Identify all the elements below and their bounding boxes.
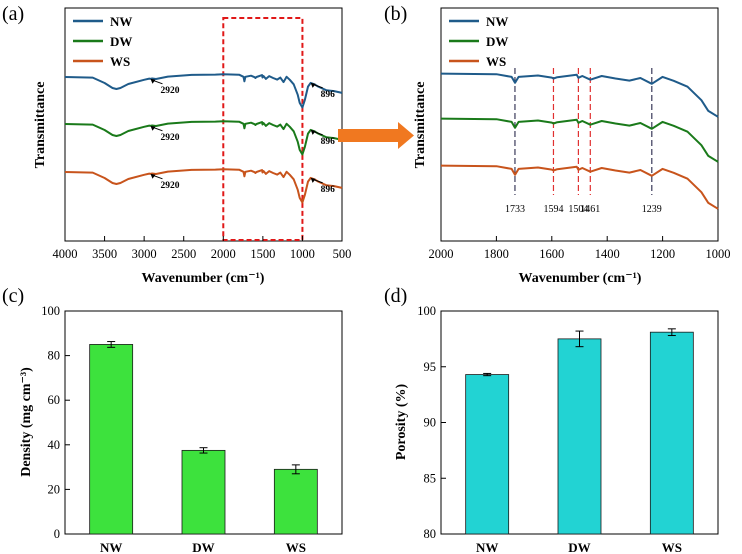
annotation-label: 2920 bbox=[160, 86, 179, 96]
x-tick-label: 1800 bbox=[484, 247, 509, 261]
panel-c-ylabel: Density (mg cm⁻³) bbox=[19, 367, 34, 477]
x-tick-label: 500 bbox=[333, 247, 352, 261]
category-label: DW bbox=[192, 540, 214, 554]
x-tick-label: 1600 bbox=[539, 247, 564, 261]
annotation-arrowhead bbox=[150, 125, 156, 131]
series-line-ws bbox=[64, 168, 343, 204]
x-tick-label: 1500 bbox=[250, 247, 275, 261]
x-tick-label: 2000 bbox=[211, 247, 236, 261]
annotation-label: 896 bbox=[321, 90, 336, 100]
annotation-arrowhead bbox=[150, 78, 156, 84]
peak-label: 1594 bbox=[543, 204, 563, 215]
x-tick-label: 1000 bbox=[290, 247, 315, 261]
panel-b-label: (b) bbox=[384, 3, 407, 25]
peak-label: 1504 bbox=[568, 204, 588, 215]
series-line-dw bbox=[440, 117, 719, 163]
bar-nw bbox=[89, 344, 134, 535]
y-tick-label: 40 bbox=[48, 438, 61, 452]
annotation-arrowhead bbox=[310, 82, 316, 88]
panel-c-label: (c) bbox=[2, 285, 24, 307]
panel-a-label: (a) bbox=[2, 3, 24, 25]
annotation-arrowhead bbox=[150, 173, 156, 179]
x-tick-label: 1200 bbox=[650, 247, 675, 261]
annotation-label: 896 bbox=[321, 137, 336, 147]
y-tick-label: 100 bbox=[41, 304, 60, 318]
panel-a-xlabel: Wavenumber (cm⁻¹) bbox=[142, 271, 265, 286]
y-tick-label: 95 bbox=[424, 360, 437, 374]
x-tick-label: 1000 bbox=[706, 247, 731, 261]
annotation-arrowhead bbox=[310, 129, 316, 135]
bar-nw bbox=[465, 374, 510, 535]
bar-ws bbox=[649, 331, 694, 535]
panel-d-porosity-bars: (d) NW DW WS 80 85 90 95 100 Porosity (%) bbox=[384, 285, 719, 554]
series-line-nw bbox=[440, 72, 719, 118]
y-tick-label: 20 bbox=[48, 482, 61, 496]
bar-dw bbox=[557, 338, 602, 535]
legend-label-nw: NW bbox=[110, 14, 132, 29]
annotation-label: 2920 bbox=[160, 181, 179, 191]
y-tick-label: 85 bbox=[424, 471, 437, 485]
annotation-arrowhead bbox=[310, 177, 316, 183]
x-tick-label: 1400 bbox=[595, 247, 620, 261]
category-label: WS bbox=[662, 540, 682, 554]
panel-a-frame bbox=[64, 7, 343, 242]
y-tick-label: 80 bbox=[424, 527, 437, 541]
series-line-ws bbox=[440, 164, 719, 210]
orange-arrow-icon bbox=[338, 122, 414, 149]
panel-a-ylabel: Transmittance bbox=[33, 82, 48, 169]
y-tick-label: 0 bbox=[54, 527, 60, 541]
legend-label-nw: NW bbox=[486, 14, 508, 29]
series-line-nw bbox=[64, 73, 343, 109]
category-label: NW bbox=[476, 540, 498, 554]
x-tick-label: 3500 bbox=[92, 247, 117, 261]
y-tick-label: 90 bbox=[424, 416, 437, 430]
panel-d-label: (d) bbox=[384, 285, 407, 307]
legend-label-dw: DW bbox=[110, 34, 132, 49]
annotation-label: 896 bbox=[321, 185, 336, 195]
legend-label-dw: DW bbox=[486, 34, 508, 49]
series-line-dw bbox=[64, 120, 343, 156]
bar-ws bbox=[273, 468, 318, 535]
legend-label-ws: WS bbox=[486, 54, 506, 69]
peak-label: 1239 bbox=[642, 204, 662, 215]
panel-d-ylabel: Porosity (%) bbox=[394, 383, 409, 460]
category-label: DW bbox=[568, 540, 590, 554]
category-label: WS bbox=[286, 540, 306, 554]
annotation-label: 2920 bbox=[160, 133, 179, 143]
panel-b-xlabel: Wavenumber (cm⁻¹) bbox=[519, 271, 642, 286]
y-tick-label: 80 bbox=[48, 349, 61, 363]
panel-b-ylabel: Transmittance bbox=[413, 82, 428, 169]
bar-dw bbox=[181, 449, 226, 535]
x-tick-label: 2000 bbox=[429, 247, 454, 261]
y-tick-label: 100 bbox=[417, 304, 436, 318]
panel-c-density-bars: (c) NW DW WS 0 20 40 60 80 100 Density (mg cm⁻³) bbox=[2, 285, 343, 554]
y-tick-label: 60 bbox=[48, 393, 61, 407]
panel-a-ftir-full: (a) 4000 3500 3000 2500 2000 1500 1000 500 2920… bbox=[2, 3, 351, 286]
x-tick-label: 2500 bbox=[171, 247, 196, 261]
legend-label-ws: WS bbox=[110, 54, 130, 69]
category-label: NW bbox=[100, 540, 122, 554]
peak-label: 1733 bbox=[505, 204, 525, 215]
x-tick-label: 3000 bbox=[132, 247, 157, 261]
x-tick-label: 4000 bbox=[53, 247, 78, 261]
peak-label: 1461 bbox=[580, 204, 600, 215]
panel-b-frame bbox=[440, 7, 719, 242]
